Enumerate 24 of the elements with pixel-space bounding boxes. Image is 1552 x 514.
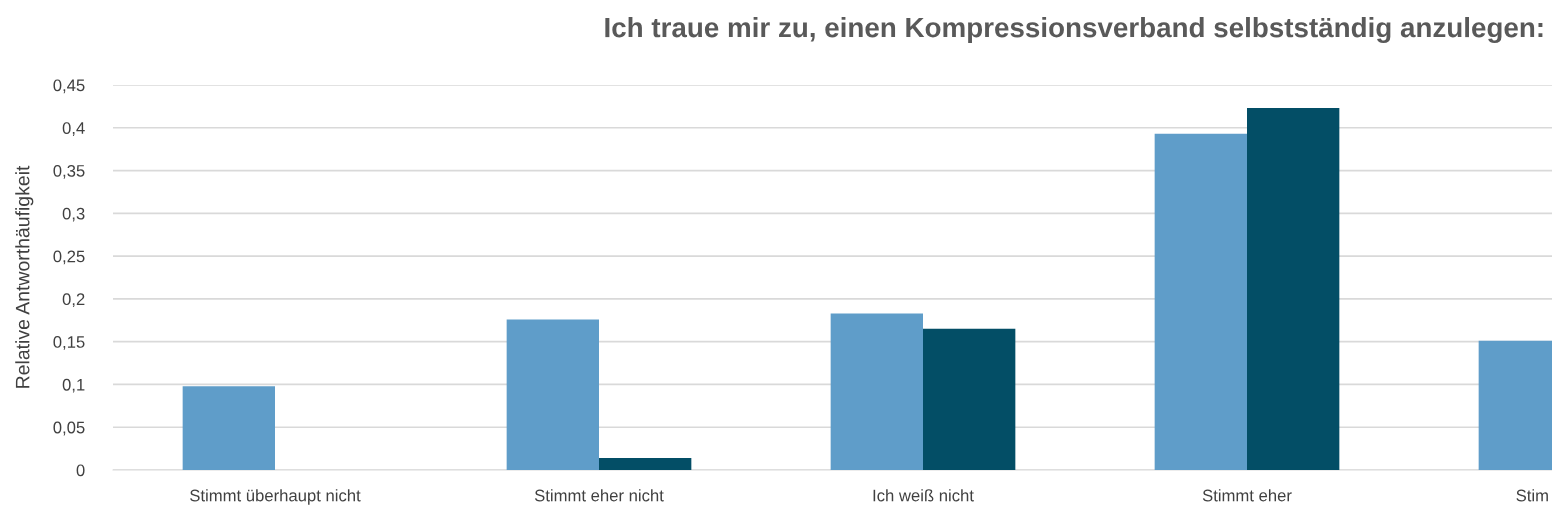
x-tick-label: Stimmt eher bbox=[1202, 489, 1292, 502]
x-tick-label: Stimmt überhaupt nicht bbox=[190, 489, 361, 505]
y-tick-label: 0,15 bbox=[53, 336, 85, 350]
y-axis-title: Relative Antworthäufigkeit bbox=[15, 165, 34, 388]
y-tick-label: 0,05 bbox=[53, 421, 85, 436]
bar bbox=[923, 328, 1016, 470]
x-tick-label: Stimmt eher nicht bbox=[534, 489, 664, 502]
y-tick-label: 0,2 bbox=[62, 293, 85, 308]
y-tick-label: 0,4 bbox=[62, 122, 85, 136]
bar bbox=[599, 458, 692, 470]
y-tick-label: 0,3 bbox=[62, 207, 85, 222]
y-tick-label: 0 bbox=[76, 464, 85, 477]
x-tick-label: Stim bbox=[1516, 489, 1548, 502]
chart-title: Ich traue mir zu, einen Kompressionsverband selbstständig anzulegen: bbox=[605, 16, 1543, 44]
bar bbox=[1247, 108, 1340, 470]
y-tick-label: 0,25 bbox=[53, 250, 85, 265]
bar bbox=[1154, 133, 1247, 470]
bar bbox=[506, 319, 599, 470]
bar bbox=[182, 386, 275, 470]
y-tick-label: 0,45 bbox=[53, 79, 85, 94]
y-tick-label: 0,1 bbox=[62, 378, 85, 393]
bar bbox=[830, 313, 923, 470]
x-tick-label: Ich weiß nicht bbox=[873, 489, 974, 502]
y-tick-label: 0,35 bbox=[53, 164, 85, 179]
